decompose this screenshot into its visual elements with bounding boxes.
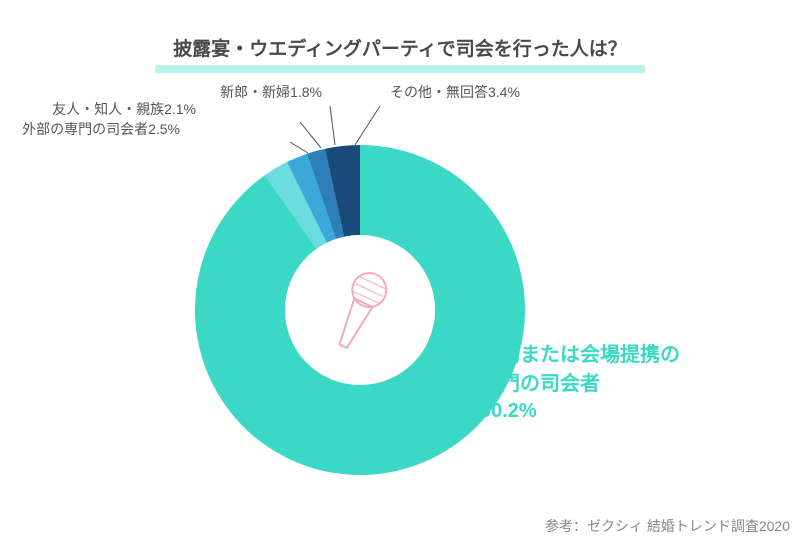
main-label-line2: 専門の司会者 xyxy=(480,373,600,395)
chart-container: 披露宴・ウエディングパーティで司会を行った人は？ 外部の専門の司会者2.5%友人… xyxy=(0,0,800,550)
donut-hole xyxy=(285,235,435,385)
leader-line-3 xyxy=(355,106,380,145)
slice-label-0: 外部の専門の司会者2.5% xyxy=(22,119,180,139)
leader-line-1 xyxy=(300,122,321,148)
main-slice-label: 会場または会場提携の 専門の司会者 90.2% xyxy=(480,338,680,423)
slice-label-3: その他・無回答3.4% xyxy=(390,82,520,102)
slice-label-1: 友人・知人・親族2.1% xyxy=(52,99,196,119)
main-label-line1: 会場または会場提携の xyxy=(480,344,680,366)
slice-label-2: 新郎・新婦1.8% xyxy=(220,82,322,102)
leader-line-0 xyxy=(290,142,308,153)
source-citation: 参考：ゼクシィ 結婚トレンド調査2020 xyxy=(545,516,790,536)
main-label-pct: 90.2% xyxy=(480,400,680,423)
leader-line-2 xyxy=(330,106,335,145)
